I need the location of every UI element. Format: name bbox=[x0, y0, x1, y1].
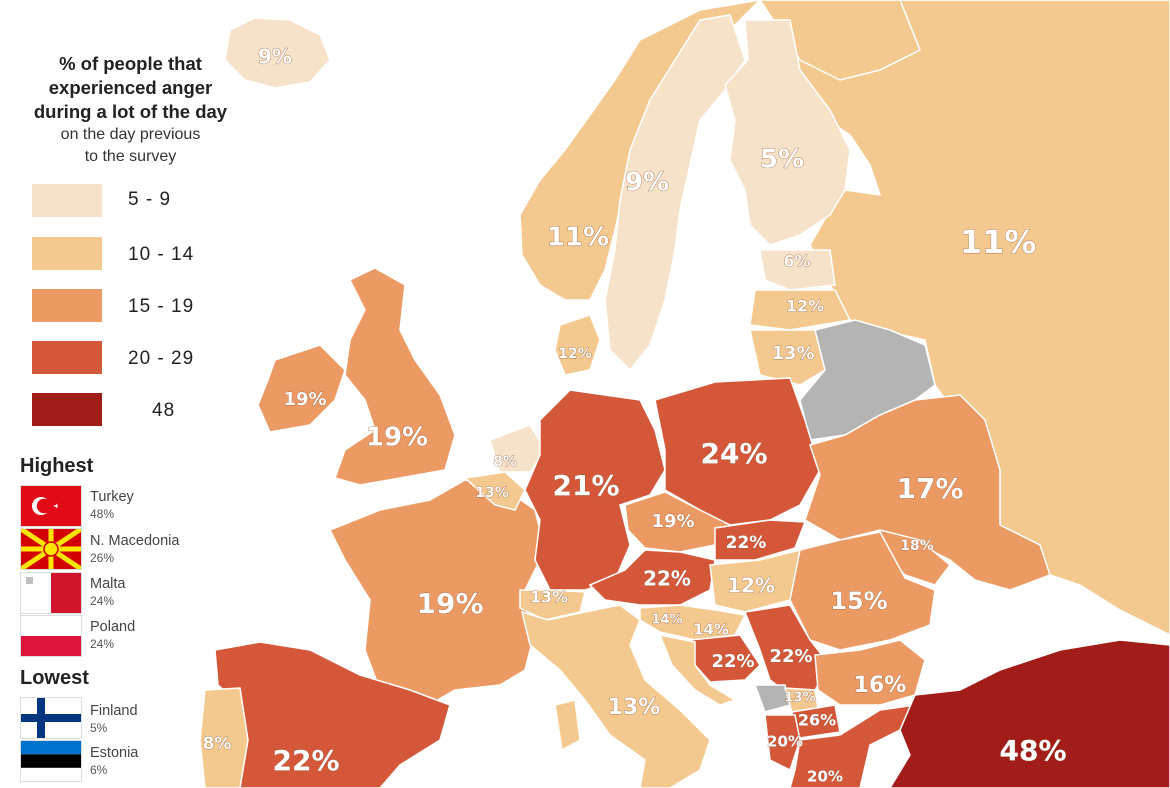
region-latvia bbox=[749, 289, 852, 331]
highest-value-3: 24% bbox=[90, 594, 115, 608]
highest-country-2: N. Macedonia bbox=[90, 533, 180, 549]
legend-bin-label-5-9: 5 - 9 bbox=[128, 189, 172, 210]
label-estonia: 6% bbox=[783, 252, 810, 271]
map-labels: 9% 11% 9% 5% 11% 6% 12% 13% 12% 19% 19% … bbox=[202, 44, 1067, 786]
legend-swatch-5-9 bbox=[32, 184, 102, 217]
legend: % of people that experienced anger durin… bbox=[8, 52, 253, 168]
label-poland: 24% bbox=[700, 437, 767, 470]
label-netherlands: 8% bbox=[493, 454, 517, 470]
estonia-flag-icon bbox=[20, 740, 82, 782]
highest-value-1: 48% bbox=[90, 507, 115, 521]
region-greece bbox=[789, 704, 917, 788]
region-sardinia bbox=[554, 699, 581, 752]
legend-swatch-48 bbox=[32, 393, 102, 426]
legend-bin-label-48: 48 bbox=[152, 400, 176, 421]
legend-swatch-20-29 bbox=[32, 341, 102, 374]
region-germany bbox=[524, 389, 666, 591]
label-italy: 13% bbox=[608, 695, 661, 720]
region-denmark bbox=[554, 314, 601, 376]
turkey-flag-icon bbox=[20, 485, 82, 527]
region-poland bbox=[654, 377, 821, 526]
label-czechia: 19% bbox=[651, 511, 694, 532]
north-macedonia-flag-icon bbox=[20, 528, 82, 570]
legend-title-line2: experienced anger bbox=[48, 77, 213, 98]
lowest-country-1: Finland bbox=[90, 703, 138, 719]
label-croatia: 14% bbox=[693, 621, 729, 639]
poland-flag-icon bbox=[20, 615, 82, 657]
region-lithuania bbox=[749, 329, 826, 386]
label-ireland: 19% bbox=[283, 389, 326, 410]
region-italy bbox=[520, 604, 711, 788]
label-portugal: 8% bbox=[203, 734, 232, 754]
label-belgium: 13% bbox=[475, 485, 509, 501]
legend-bin-label-20-29: 20 - 29 bbox=[128, 348, 195, 369]
label-slovakia: 22% bbox=[726, 533, 767, 553]
region-portugal bbox=[199, 687, 249, 788]
region-ireland bbox=[257, 344, 346, 433]
label-bulgaria: 16% bbox=[854, 673, 907, 698]
legend-title-line1: % of people that bbox=[59, 53, 202, 74]
region-sweden bbox=[604, 14, 746, 372]
legend-swatch-10-14 bbox=[32, 237, 102, 270]
highest-country-3: Malta bbox=[90, 576, 126, 592]
lowest-country-2: Estonia bbox=[90, 745, 139, 761]
label-denmark: 12% bbox=[558, 346, 592, 362]
region-turkey bbox=[889, 639, 1170, 788]
label-greece: 20% bbox=[807, 768, 843, 786]
label-switzerland: 13% bbox=[530, 588, 568, 607]
region-uk bbox=[334, 267, 456, 486]
region-romania bbox=[789, 531, 936, 651]
legend-subtitle-line2: to the survey bbox=[84, 148, 177, 165]
label-latvia: 12% bbox=[786, 297, 824, 316]
legend-swatch-15-19 bbox=[32, 289, 102, 322]
region-switzerland bbox=[519, 589, 586, 621]
region-russia-north bbox=[759, 0, 921, 81]
region-iceland bbox=[224, 17, 331, 89]
label-slovenia: 14% bbox=[651, 613, 682, 628]
label-ukraine: 17% bbox=[896, 472, 963, 505]
label-russia: 11% bbox=[960, 223, 1037, 261]
legend-title-line3: during a lot of the day bbox=[33, 101, 228, 122]
label-serbia: 22% bbox=[769, 646, 812, 667]
highest-country-1: Turkey bbox=[90, 489, 134, 505]
legend-bin-label-10-14: 10 - 14 bbox=[128, 244, 195, 265]
label-norway: 11% bbox=[547, 223, 609, 253]
label-germany: 21% bbox=[552, 469, 619, 502]
finland-flag-icon bbox=[20, 697, 82, 739]
region-finland bbox=[724, 19, 851, 246]
lowest-value-2: 6% bbox=[90, 763, 108, 777]
highest-heading: Highest bbox=[20, 455, 94, 477]
label-moldova: 18% bbox=[900, 538, 934, 554]
label-romania: 15% bbox=[830, 587, 887, 615]
label-bosnia: 22% bbox=[711, 651, 754, 672]
label-lithuania: 13% bbox=[771, 343, 814, 364]
label-hungary: 12% bbox=[727, 574, 775, 598]
label-albania: 20% bbox=[767, 733, 803, 751]
label-finland: 5% bbox=[760, 145, 804, 175]
label-austria: 22% bbox=[643, 567, 691, 591]
highest-value-2: 26% bbox=[90, 551, 115, 565]
label-montenegro: 13% bbox=[784, 691, 815, 706]
label-spain: 22% bbox=[272, 744, 339, 777]
highest-value-4: 24% bbox=[90, 637, 115, 651]
lowest-value-1: 5% bbox=[90, 721, 108, 735]
label-n-macedonia: 26% bbox=[798, 711, 836, 730]
label-france: 19% bbox=[416, 587, 483, 620]
highest-country-4: Poland bbox=[90, 619, 136, 635]
legend-subtitle-line1: on the day previous bbox=[60, 126, 201, 143]
region-france bbox=[328, 479, 546, 711]
lowest-heading: Lowest bbox=[20, 667, 89, 689]
region-albania bbox=[764, 714, 801, 772]
region-croatia-coast bbox=[658, 633, 737, 706]
label-uk: 19% bbox=[366, 423, 428, 453]
label-sweden: 9% bbox=[625, 168, 669, 198]
malta-flag-icon bbox=[20, 572, 82, 614]
legend-bin-label-15-19: 15 - 19 bbox=[128, 296, 195, 317]
label-iceland: 9% bbox=[258, 45, 292, 69]
region-estonia bbox=[759, 249, 836, 291]
region-belgium bbox=[463, 471, 526, 511]
label-turkey: 48% bbox=[999, 734, 1066, 767]
